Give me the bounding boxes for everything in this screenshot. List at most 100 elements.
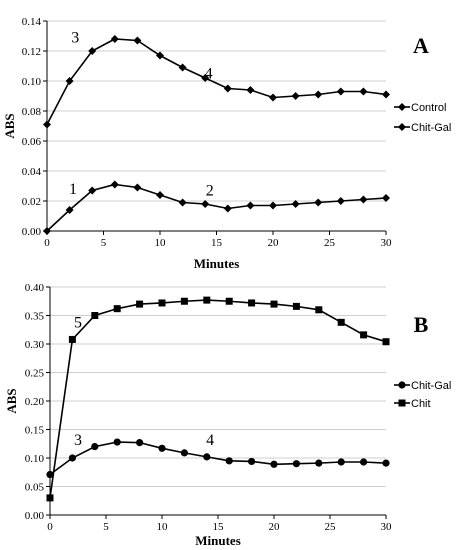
panel-b-ytick-label: 0.05 (25, 482, 45, 494)
panel-b-y-axis-label: ABS (4, 388, 19, 413)
panel-b-series-chit-gal-point (113, 438, 121, 446)
panel-b-ytick-label: 0.25 (25, 368, 45, 380)
panel-a-annotation: 4 (205, 66, 213, 83)
panel-b-ytick-label: 0.40 (25, 282, 45, 294)
panel-b-xtick-label: 20 (269, 521, 281, 533)
panel-a-series-control-point (314, 90, 323, 99)
panel-b-series-chit-point (270, 300, 278, 308)
panel-a-series-chit-gal-point (246, 201, 255, 210)
panel-a-xtick-label: 5 (101, 237, 107, 249)
panel-b-series-chit-gal-point (158, 444, 166, 452)
panel-b-annotation: 5 (74, 314, 82, 331)
panel-a-ytick-label: 0.06 (22, 136, 42, 148)
panel-a-legend-entry: Chit-Gal (411, 122, 451, 134)
panel-a-series-chit-gal-line (46, 183, 387, 232)
panel-b-ytick-label: 0.10 (25, 453, 45, 465)
panel-a-annotation: 2 (206, 183, 214, 200)
panel-b-series-chit-point (248, 299, 256, 307)
panel-b-series-chit-point (113, 305, 121, 313)
panel-b-series-chit-point (158, 299, 166, 307)
panel-a-annotation: 1 (69, 181, 77, 198)
panel-a-series-chit-gal-point (88, 186, 97, 195)
panel-a-series-control-point (65, 77, 74, 85)
panel-a-xtick-label: 25 (324, 237, 336, 249)
panel-a-series-control-point (269, 93, 277, 102)
panel-a-series-chit-gal-point (359, 195, 368, 204)
panel-b-series-chit-point (203, 296, 211, 304)
panel-a-y-axis-label: ABS (2, 113, 17, 138)
panel-a-series-chit-gal-point (178, 198, 187, 207)
panel-b-xtick-label: 0 (47, 521, 53, 533)
panel-a-series-control-point (156, 51, 164, 60)
panel-b-xtick-label: 5 (103, 521, 109, 533)
panel-a-series-control-point (88, 47, 97, 55)
panel-b-series-chit-point (337, 318, 345, 326)
panel-a-x-axis-label: Minutes (194, 256, 240, 271)
panel-b-series-chit-point (136, 300, 144, 308)
panel-a-series-chit-gal-point (133, 183, 142, 192)
panel-a-series-chit-gal-point (314, 198, 323, 207)
panel-b-ytick-label: 0.20 (25, 396, 45, 408)
panel-b-ytick-label: 0.30 (25, 339, 45, 351)
panel-a-ytick-label: 0.14 (22, 16, 42, 28)
panel-b-series-chit-gal-point (68, 454, 76, 462)
panel-a-ytick-label: 0.04 (22, 166, 42, 178)
panel-b-legend-entry: Chit-Gal (411, 380, 451, 392)
panel-a-series-control-point (246, 86, 255, 94)
panel-b-series-chit-gal-point (136, 439, 144, 447)
panel-b-series-chit-gal-point (248, 457, 256, 466)
panel-a-series-control-point (359, 87, 368, 96)
panel-b-series-chit-gal-point (337, 458, 345, 466)
panel-a-series-chit-gal-point (382, 194, 390, 202)
panel-a-series-control-point (178, 63, 187, 72)
panel-b-series-chit-gal-point (46, 470, 54, 479)
panel-b-series-chit-point (360, 331, 368, 339)
panel-b-series-chit-point (180, 297, 188, 305)
panel-a-series-chit-gal-point (269, 201, 277, 210)
panel-a-annotation: 3 (71, 30, 79, 47)
panel-b-series-chit-point (225, 297, 233, 305)
panel-b-ytick-label: 0.00 (25, 510, 45, 522)
panel-a-series-chit-gal-point (336, 197, 345, 205)
panel-a-series-chit-gal-point (65, 206, 74, 214)
panel-b-series-chit-point (68, 335, 76, 343)
panel-a-series-chit-gal-point (43, 227, 51, 235)
panel-a-series-control-point (201, 74, 210, 82)
panel-b-annotation: 4 (206, 432, 214, 449)
panel-a-ytick-label: 0.10 (22, 76, 42, 88)
panel-a-ytick-label: 0.02 (22, 196, 41, 208)
panel-b-series-chit-gal-point (360, 458, 368, 466)
panel-a-xtick-label: 20 (268, 237, 280, 249)
panel-a-series-chit-gal-point (201, 200, 210, 208)
panel-b-ytick-label: 0.15 (25, 425, 45, 437)
panel-a-xtick-label: 15 (211, 237, 223, 249)
panel-b-legend-entry: Chit (411, 398, 431, 410)
panel-b-series-chit-line (49, 299, 387, 499)
panel-b-legend-marker (398, 381, 406, 389)
panel-a-series-control-point (291, 92, 300, 100)
panel-a-ytick-label: 0.12 (22, 46, 41, 58)
panel-b-series-chit-gal-point (91, 443, 99, 451)
panel-a-series-control-point (43, 120, 51, 129)
panel-b-ytick-label: 0.35 (25, 311, 45, 323)
panel-a-series-control-point (336, 87, 345, 96)
panel-b-xtick-label: 10 (157, 521, 169, 533)
panel-b-series-chit-point (292, 302, 300, 310)
chart-panel-a: 0.00 0.02 0.04 0.06 0.08 0.10 0.12 0.14 0 5 10 15 20… (2, 16, 451, 271)
panel-a-ytick-label: 0.08 (22, 106, 42, 118)
panel-a-xtick-label: 30 (381, 237, 393, 249)
panel-a-xtick-label: 10 (155, 237, 167, 249)
panel-b-series-chit-gal-line (49, 441, 387, 476)
panel-b-series-chit-gal-point (180, 449, 188, 457)
panel-a-ytick-label: 0.00 (22, 226, 42, 238)
panel-a-series-chit-gal-point (291, 200, 300, 208)
panel-a-label: A (413, 33, 429, 58)
panel-b-xtick-label: 15 (213, 521, 225, 533)
panel-a-series-chit-gal-point (223, 204, 232, 213)
panel-a-series-chit-gal-point (156, 191, 164, 199)
panel-a-series-control-point (110, 35, 119, 43)
panel-a-series-control-line (46, 38, 387, 125)
panel-b-series-chit-gal-point (315, 459, 323, 467)
panel-b-series-chit-point (91, 312, 99, 319)
